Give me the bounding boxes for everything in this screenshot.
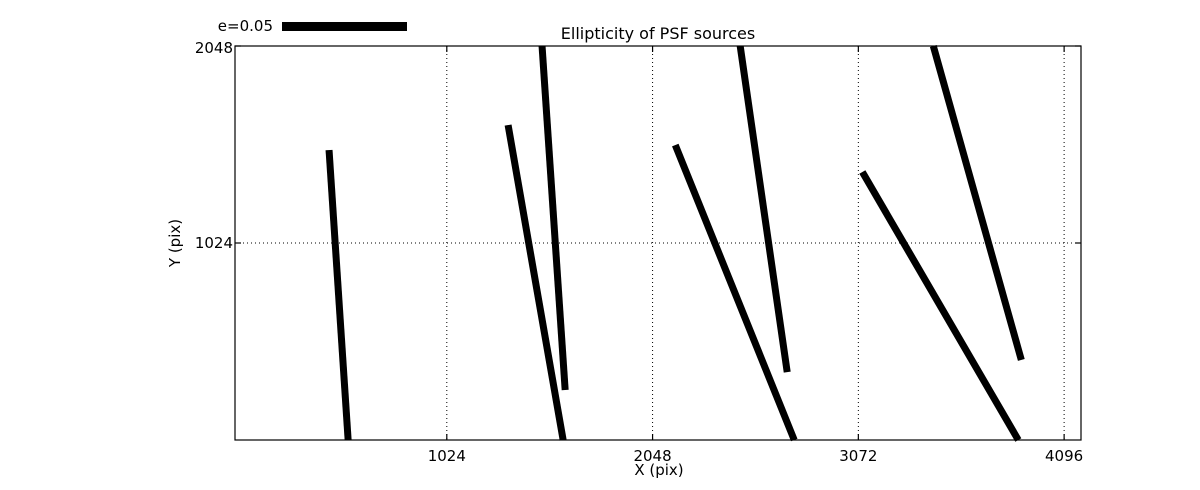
legend-key-label: e=0.05 — [217, 17, 273, 35]
x-tick-label: 2048 — [633, 447, 672, 465]
x-tick-label: 1024 — [427, 447, 466, 465]
ellipticity-whisker — [538, 45, 569, 391]
ellipticity-whisker — [672, 143, 798, 442]
x-tick-label: 4096 — [1045, 447, 1084, 465]
ellipticity-whisker — [929, 45, 1025, 361]
x-tick-label: 3072 — [839, 447, 878, 465]
y-tick-label: 2048 — [194, 39, 233, 57]
legend-key-whisker-bar — [282, 22, 407, 31]
x-axis-label: X (pix) — [634, 461, 684, 479]
axes-frame — [234, 45, 1082, 441]
y-tick-label: 1024 — [194, 234, 233, 252]
ellipticity-whisker — [859, 170, 1022, 442]
ellipticity-whisker — [504, 124, 567, 441]
ellipticity-whisker — [325, 149, 352, 441]
chart-title: Ellipticity of PSF sources — [560, 24, 756, 43]
ellipticity-whisker — [736, 45, 791, 373]
